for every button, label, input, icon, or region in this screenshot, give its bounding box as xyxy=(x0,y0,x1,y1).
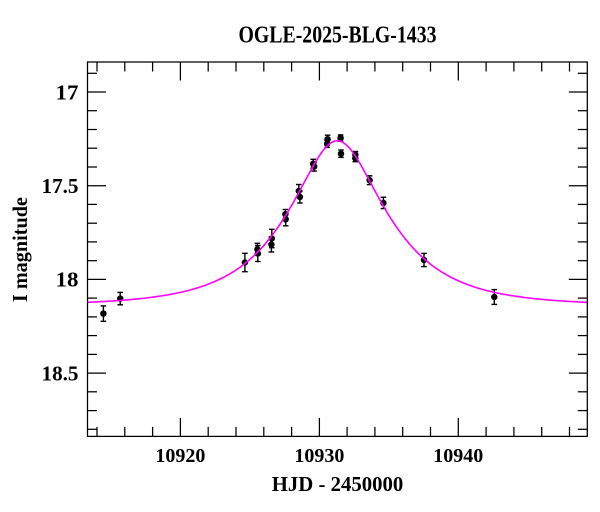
svg-text:I magnitude: I magnitude xyxy=(9,197,32,302)
svg-text:OGLE-2025-BLG-1433: OGLE-2025-BLG-1433 xyxy=(239,22,437,49)
svg-text:18.5: 18.5 xyxy=(42,362,79,385)
svg-text:18: 18 xyxy=(56,269,79,292)
svg-text:10940: 10940 xyxy=(433,445,483,467)
svg-text:10930: 10930 xyxy=(294,445,344,467)
svg-text:10920: 10920 xyxy=(155,445,205,467)
svg-text:17.5: 17.5 xyxy=(42,175,79,198)
svg-text:17: 17 xyxy=(56,81,79,104)
svg-text:HJD - 2450000: HJD - 2450000 xyxy=(272,473,404,496)
